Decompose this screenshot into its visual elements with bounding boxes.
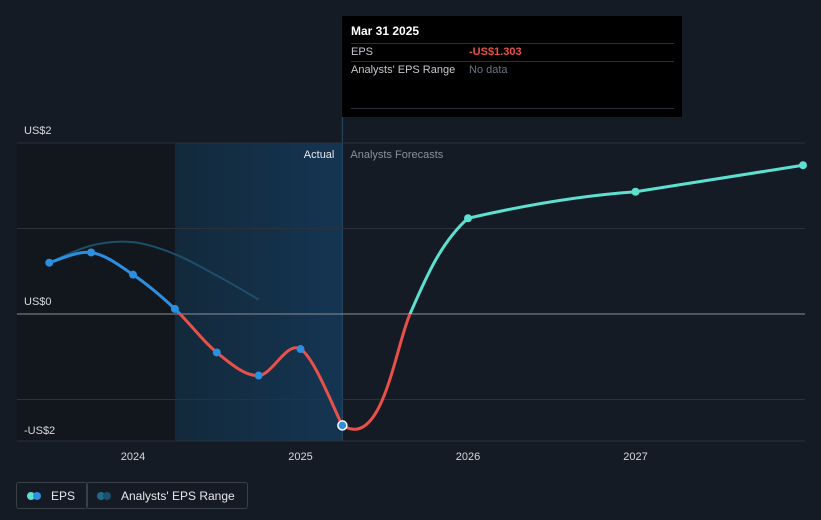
legend-range-label: Analysts' EPS Range: [121, 488, 235, 503]
forecast-line: [467, 163, 804, 220]
x-tick-label: 2025: [288, 451, 312, 463]
legend-eps-label: EPS: [51, 488, 76, 503]
forecast-point: [631, 187, 640, 196]
x-tick-label: 2027: [623, 451, 647, 463]
tooltip-eps-value: -US$1.303: [469, 46, 522, 58]
tooltip-eps-label: EPS: [351, 46, 374, 58]
eps-line-positive: [48, 250, 183, 314]
tooltip-range-label: Analysts' EPS Range: [351, 64, 456, 76]
tooltip-range-value: No data: [469, 64, 508, 76]
tooltip: Mar 31 2025 EPS -US$1.303 Analysts' EPS …: [342, 16, 682, 117]
legend-eps-button[interactable]: EPS: [16, 482, 89, 509]
eps-point: [212, 348, 221, 357]
eps-point: [337, 420, 348, 431]
eps-point: [296, 345, 305, 354]
y-tick-label: -US$2: [24, 425, 55, 437]
x-tick-label: 2026: [456, 451, 480, 463]
eps-point: [87, 248, 96, 257]
range-legend-icon: [97, 491, 113, 501]
bridge-line-positive: [408, 217, 469, 314]
bridge-line-negative: [341, 314, 412, 431]
tooltip-date: Mar 31 2025: [351, 24, 420, 38]
tooltip-eps-row: EPS -US$1.303: [351, 43, 674, 61]
y-tick-label: US$0: [24, 296, 52, 308]
eps-point: [129, 270, 137, 279]
eps-point: [170, 304, 179, 313]
forecast-point: [464, 214, 472, 223]
range-line: [48, 240, 260, 301]
forecast-label: Analysts Forecasts: [350, 149, 443, 161]
eps-point: [45, 258, 54, 267]
forecast-point: [799, 161, 807, 170]
actual-label: Actual: [304, 149, 335, 161]
actual-region: [174, 143, 343, 441]
y-tick-label: US$2: [24, 125, 52, 137]
x-tick-label: 2024: [121, 451, 145, 463]
tooltip-range-row: Analysts' EPS Range No data: [351, 61, 674, 79]
tooltip-divider: [351, 108, 674, 109]
eps-legend-icon: [27, 491, 43, 501]
legend-range-button[interactable]: Analysts' EPS Range: [86, 482, 248, 509]
pre-actual-region: [17, 143, 175, 441]
eps-point: [254, 371, 263, 380]
